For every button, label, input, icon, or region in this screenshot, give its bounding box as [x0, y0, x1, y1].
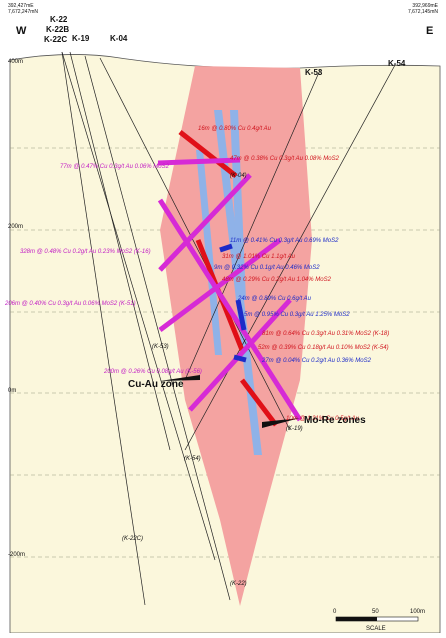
intercept: 47m @ 0.38% Cu 0.3g/t Au 0.08% MoS2: [230, 156, 340, 162]
intercept: 5m @ 0.95% Cu 0.3g/t Au 1.25% MoS2: [244, 312, 350, 318]
direction: W: [16, 25, 27, 37]
collar: K-22B: [46, 25, 69, 34]
elevation: 0m: [8, 388, 16, 394]
intercept: 52m @ 0.39% Cu 0.18g/t Au 0.10% MoS2 (K-…: [258, 345, 389, 351]
coord: 392,427mE: [8, 3, 34, 9]
scale-label: SCALE: [366, 626, 386, 632]
intercept: 81m @ 0.64% Cu 0.3g/t Au 0.31% MoS2 (K-1…: [262, 331, 389, 337]
collar: K-22: [50, 15, 68, 24]
intercept: 77m @ 0.47% Cu 0.3g/t Au 0.06% MoS2: [60, 164, 170, 170]
intercept: 16m @ 0.80% Cu 0.4g/t Au: [198, 126, 272, 132]
elevation: 400m: [8, 59, 23, 65]
scale-tick: 100m: [410, 609, 425, 615]
elevation: -200m: [8, 552, 25, 558]
collar: K-04: [110, 34, 128, 43]
scale-tick: 0: [333, 609, 337, 615]
intercept: 24m @ 0.89% Cu 0.6g/t Au: [237, 296, 312, 302]
intercept: 27m @ 0.04% Cu 0.2g/t Au 0.36% MoS2: [261, 358, 372, 364]
zone-label: Mo-Re zones: [304, 415, 366, 426]
intercept: 328m @ 0.48% Cu 0.2g/t Au 0.23% MoS2 (K-…: [20, 249, 151, 255]
hole-label: (K-22): [230, 581, 247, 587]
hole-label: (K-19): [286, 426, 303, 432]
elevation: 200m: [8, 224, 23, 230]
coord: 7,672,145mN: [408, 9, 438, 15]
intercept: 48m @ 0.29% Cu 0.2g/t Au 1.04% MoS2: [222, 277, 332, 283]
hole-label: (K-22C): [122, 536, 143, 542]
hole-label: (K-54): [184, 456, 201, 462]
collar: K-53: [305, 68, 323, 77]
scale-tick: 50: [372, 609, 379, 615]
collar: K-19: [72, 34, 90, 43]
coord: 7,672,247mN: [8, 9, 38, 15]
intercept: 200m @ 0.26% Cu 0.08g/t Au (K-56): [103, 369, 202, 375]
intercept: 9m @ 0.32% Cu 0.1g/t Au 0.46% MoS2: [214, 265, 320, 271]
coord: 392,969mE: [412, 3, 438, 9]
intercept: 11m @ 0.41% Cu 0.3g/t Au 0.69% MoS2: [230, 238, 339, 244]
intercept: 206m @ 0.40% Cu 0.3g/t Au 0.06% MoS2 (K-…: [4, 301, 136, 307]
direction: E: [426, 25, 433, 37]
collar: K-22C: [44, 35, 67, 44]
zone-label: Cu-Au zone: [128, 379, 184, 390]
intercept: 10m @ 1.31% Cu 0.5g/t Au: [286, 416, 360, 422]
collar: K-54: [388, 59, 406, 68]
hole-label: (K-04): [230, 173, 247, 179]
intercept: 31m @ 1.01% Cu 1.1g/t Au: [222, 254, 296, 260]
hole-label: (K-53): [152, 344, 169, 350]
